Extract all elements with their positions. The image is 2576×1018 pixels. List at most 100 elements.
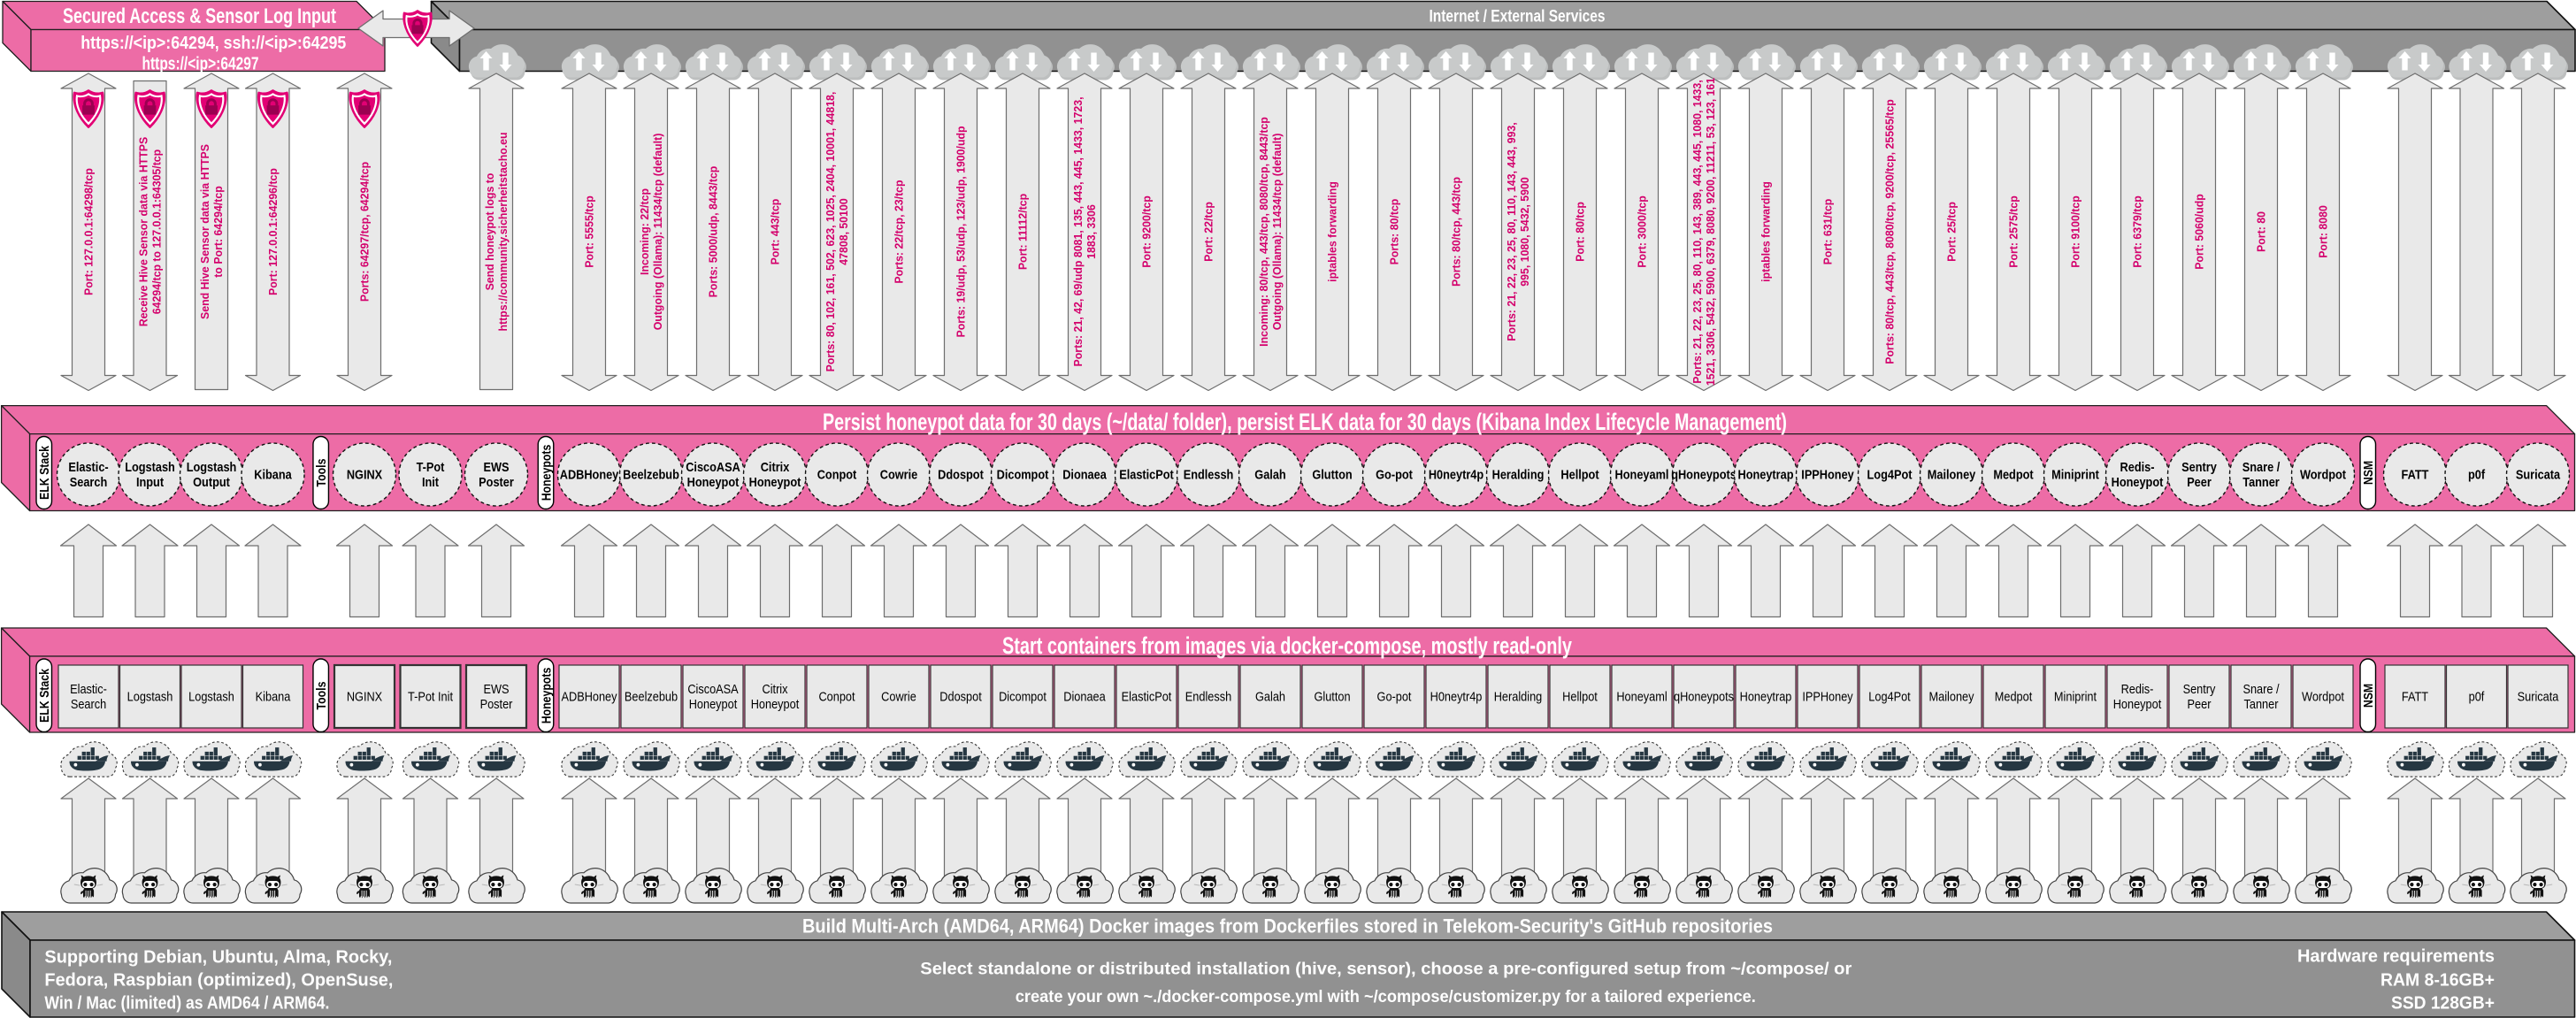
svg-text:Glutton: Glutton	[1312, 467, 1352, 482]
svg-text:Suricata: Suricata	[2518, 689, 2559, 704]
svg-text:Ports: 5000/udp, 8443/tcp: Ports: 5000/udp, 8443/tcp	[707, 165, 719, 297]
svg-text:T-Pot: T-Pot	[417, 459, 445, 474]
svg-text:H0neytr4p: H0neytr4p	[1430, 689, 1483, 704]
svg-text:Ports: 21, 22, 23, 25, 80, 110: Ports: 21, 22, 23, 25, 80, 110, 143, 389…	[1691, 80, 1704, 383]
svg-text:ADBHoney: ADBHoney	[561, 689, 617, 704]
svg-text:p0f: p0f	[2468, 467, 2485, 482]
svg-text:Honeypot: Honeypot	[687, 474, 740, 489]
svg-text:Port: 9100/tcp: Port: 9100/tcp	[2069, 195, 2082, 268]
svg-text:Elastic-: Elastic-	[70, 681, 107, 696]
svg-text:ELK Stack: ELK Stack	[37, 446, 51, 500]
svg-text:Port: 5060/udp: Port: 5060/udp	[2193, 194, 2205, 270]
svg-text:Honeypot: Honeypot	[689, 696, 738, 711]
svg-text:Logstash: Logstash	[127, 689, 173, 704]
svg-text:Honeyaml: Honeyaml	[1615, 467, 1669, 482]
svg-text:Port: 6379/tcp: Port: 6379/tcp	[2131, 195, 2143, 268]
svg-text:Ports: 80/tcp, 443/tcp, 8080/t: Ports: 80/tcp, 443/tcp, 8080/tcp, 9200/t…	[1883, 99, 1896, 364]
svg-text:Hellpot: Hellpot	[1560, 467, 1598, 482]
svg-text:NGINX: NGINX	[347, 467, 383, 482]
svg-text:Honeypots: Honeypots	[539, 445, 553, 501]
svg-text:Port: 443/tcp: Port: 443/tcp	[769, 198, 781, 264]
svg-text:Port: 8080: Port: 8080	[2317, 205, 2329, 258]
svg-text:Persist honeypot data for 30 d: Persist honeypot data for 30 days (~/dat…	[823, 409, 1787, 435]
svg-text:Start containers from images v: Start containers from images via docker-…	[1002, 632, 1572, 659]
svg-text:Honeypot: Honeypot	[749, 474, 801, 489]
svg-text:iptables forwarding: iptables forwarding	[1326, 181, 1338, 282]
svg-text:Miniprint: Miniprint	[2054, 689, 2097, 704]
svg-text:EWS: EWS	[483, 459, 509, 474]
svg-text:Port: 9200/tcp: Port: 9200/tcp	[1140, 195, 1153, 268]
svg-text:Hardware requirements: Hardware requirements	[2297, 947, 2495, 967]
svg-text:Honeypot: Honeypot	[2112, 474, 2164, 489]
svg-text:https://<ip>:64297: https://<ip>:64297	[142, 54, 259, 73]
svg-text:Log4Pot: Log4Pot	[1867, 467, 1913, 482]
svg-text:Internet / External Services: Internet / External Services	[1430, 8, 1606, 27]
svg-text:IPPHoney: IPPHoney	[1802, 689, 1852, 704]
svg-text:Wordpot: Wordpot	[2300, 467, 2346, 482]
svg-text:create your own ~./docker-comp: create your own ~./docker-compose.yml wi…	[1016, 988, 1756, 1007]
svg-text:Heralding: Heralding	[1494, 689, 1543, 704]
svg-text:Kibana: Kibana	[256, 689, 291, 704]
svg-text:Endlessh: Endlessh	[1185, 689, 1231, 704]
svg-text:Heralding: Heralding	[1492, 467, 1545, 482]
svg-text:EWS: EWS	[483, 681, 509, 696]
svg-text:FATT: FATT	[2402, 689, 2429, 704]
svg-text:T-Pot Init: T-Pot Init	[408, 689, 453, 704]
svg-text:Log4Pot: Log4Pot	[1868, 689, 1911, 704]
svg-text:Logstash: Logstash	[187, 459, 237, 474]
svg-text:Suricata: Suricata	[2516, 467, 2561, 482]
svg-text:https://<ip>:64294, ssh://<ip>: https://<ip>:64294, ssh://<ip>:64295	[80, 34, 346, 53]
svg-text:Ports: 64297/tcp, 64294/tcp: Ports: 64297/tcp, 64294/tcp	[358, 162, 371, 302]
svg-text:Kibana: Kibana	[254, 467, 292, 482]
svg-text:Glutton: Glutton	[1314, 689, 1350, 704]
svg-text:Snare /: Snare /	[2242, 681, 2279, 696]
svg-text:Receive Hive Sensor data via H: Receive Hive Sensor data via HTTPS	[137, 137, 150, 326]
svg-text:995, 1080, 5432, 5900: 995, 1080, 5432, 5900	[1519, 177, 1531, 286]
svg-text:iptables forwarding: iptables forwarding	[1760, 181, 1772, 282]
svg-text:Init: Init	[422, 474, 439, 489]
svg-text:Output: Output	[193, 474, 230, 489]
svg-text:Dionaea: Dionaea	[1062, 467, 1107, 482]
svg-text:Logstash: Logstash	[188, 689, 234, 704]
svg-text:FATT: FATT	[2402, 467, 2429, 482]
svg-text:Medpot: Medpot	[1995, 689, 2033, 704]
svg-text:Ddospot: Ddospot	[939, 689, 982, 704]
svg-text:Galah: Galah	[1255, 689, 1285, 704]
svg-text:Cowrie: Cowrie	[880, 467, 918, 482]
svg-text:Dicompot: Dicompot	[997, 467, 1049, 482]
svg-text:Honeytrap: Honeytrap	[1738, 467, 1794, 482]
svg-text:Honeytrap: Honeytrap	[1740, 689, 1792, 704]
svg-text:Ports: 80, 102, 161, 502, 623,: Ports: 80, 102, 161, 502, 623, 1025, 240…	[824, 92, 837, 372]
svg-text:Poster: Poster	[479, 474, 514, 489]
svg-text:NGINX: NGINX	[347, 689, 382, 704]
svg-text:Port: 80/tcp: Port: 80/tcp	[1574, 202, 1586, 262]
svg-text:Incoming: 22/tcp: Incoming: 22/tcp	[639, 188, 651, 275]
svg-text:Port: 2575/tcp: Port: 2575/tcp	[2007, 195, 2020, 268]
svg-text:Port: 127.0.0.1:64298/tcp: Port: 127.0.0.1:64298/tcp	[82, 168, 95, 295]
svg-text:Fedora, Raspbian (optimized),: Fedora, Raspbian (optimized), OpenSuse,	[44, 970, 393, 990]
svg-text:RAM 8-16GB+: RAM 8-16GB+	[2380, 970, 2495, 990]
svg-text:ElasticPot: ElasticPot	[1122, 689, 1172, 704]
svg-text:1521, 3306, 5432, 5900, 6379,: 1521, 3306, 5432, 5900, 6379, 8080, 9200…	[1705, 78, 1717, 386]
svg-text:Medpot: Medpot	[1993, 467, 2034, 482]
svg-text:https://community.sicherheitst: https://community.sicherheitstacho.eu	[497, 132, 510, 331]
svg-text:Port: 22/tcp: Port: 22/tcp	[1202, 202, 1215, 262]
svg-text:Tanner: Tanner	[2244, 696, 2279, 711]
svg-text:Ports: 21, 42, 69/udp 8081, 13: Ports: 21, 42, 69/udp 8081, 135, 443, 44…	[1072, 97, 1085, 367]
svg-text:Snare /: Snare /	[2242, 459, 2281, 474]
svg-text:Beelzebub: Beelzebub	[623, 467, 679, 482]
svg-text:NSM: NSM	[2361, 684, 2375, 708]
svg-text:Incoming: 80/tcp, 443/tcp, 808: Incoming: 80/tcp, 443/tcp, 8080/tcp, 844…	[1258, 117, 1270, 347]
svg-text:Honeypot: Honeypot	[751, 696, 800, 711]
svg-text:Port: 25/tcp: Port: 25/tcp	[1945, 202, 1958, 262]
svg-text:Honeyaml: Honeyaml	[1616, 689, 1667, 704]
svg-text:Port: 80: Port: 80	[2255, 211, 2267, 252]
svg-text:Ports: 80/tcp: Ports: 80/tcp	[1388, 198, 1400, 264]
svg-text:Port: 631/tcp: Port: 631/tcp	[1821, 198, 1834, 264]
svg-text:Redis-: Redis-	[2121, 681, 2154, 696]
svg-text:64294/tcp to 127.0.0.1:64305/t: 64294/tcp to 127.0.0.1:64305/tcp	[150, 149, 163, 315]
svg-text:Search: Search	[70, 474, 107, 489]
svg-text:qHoneypots: qHoneypots	[1671, 467, 1736, 482]
svg-text:Secured Access & Sensor Log In: Secured Access & Sensor Log Input	[63, 4, 336, 28]
svg-text:Dionaea: Dionaea	[1063, 689, 1106, 704]
